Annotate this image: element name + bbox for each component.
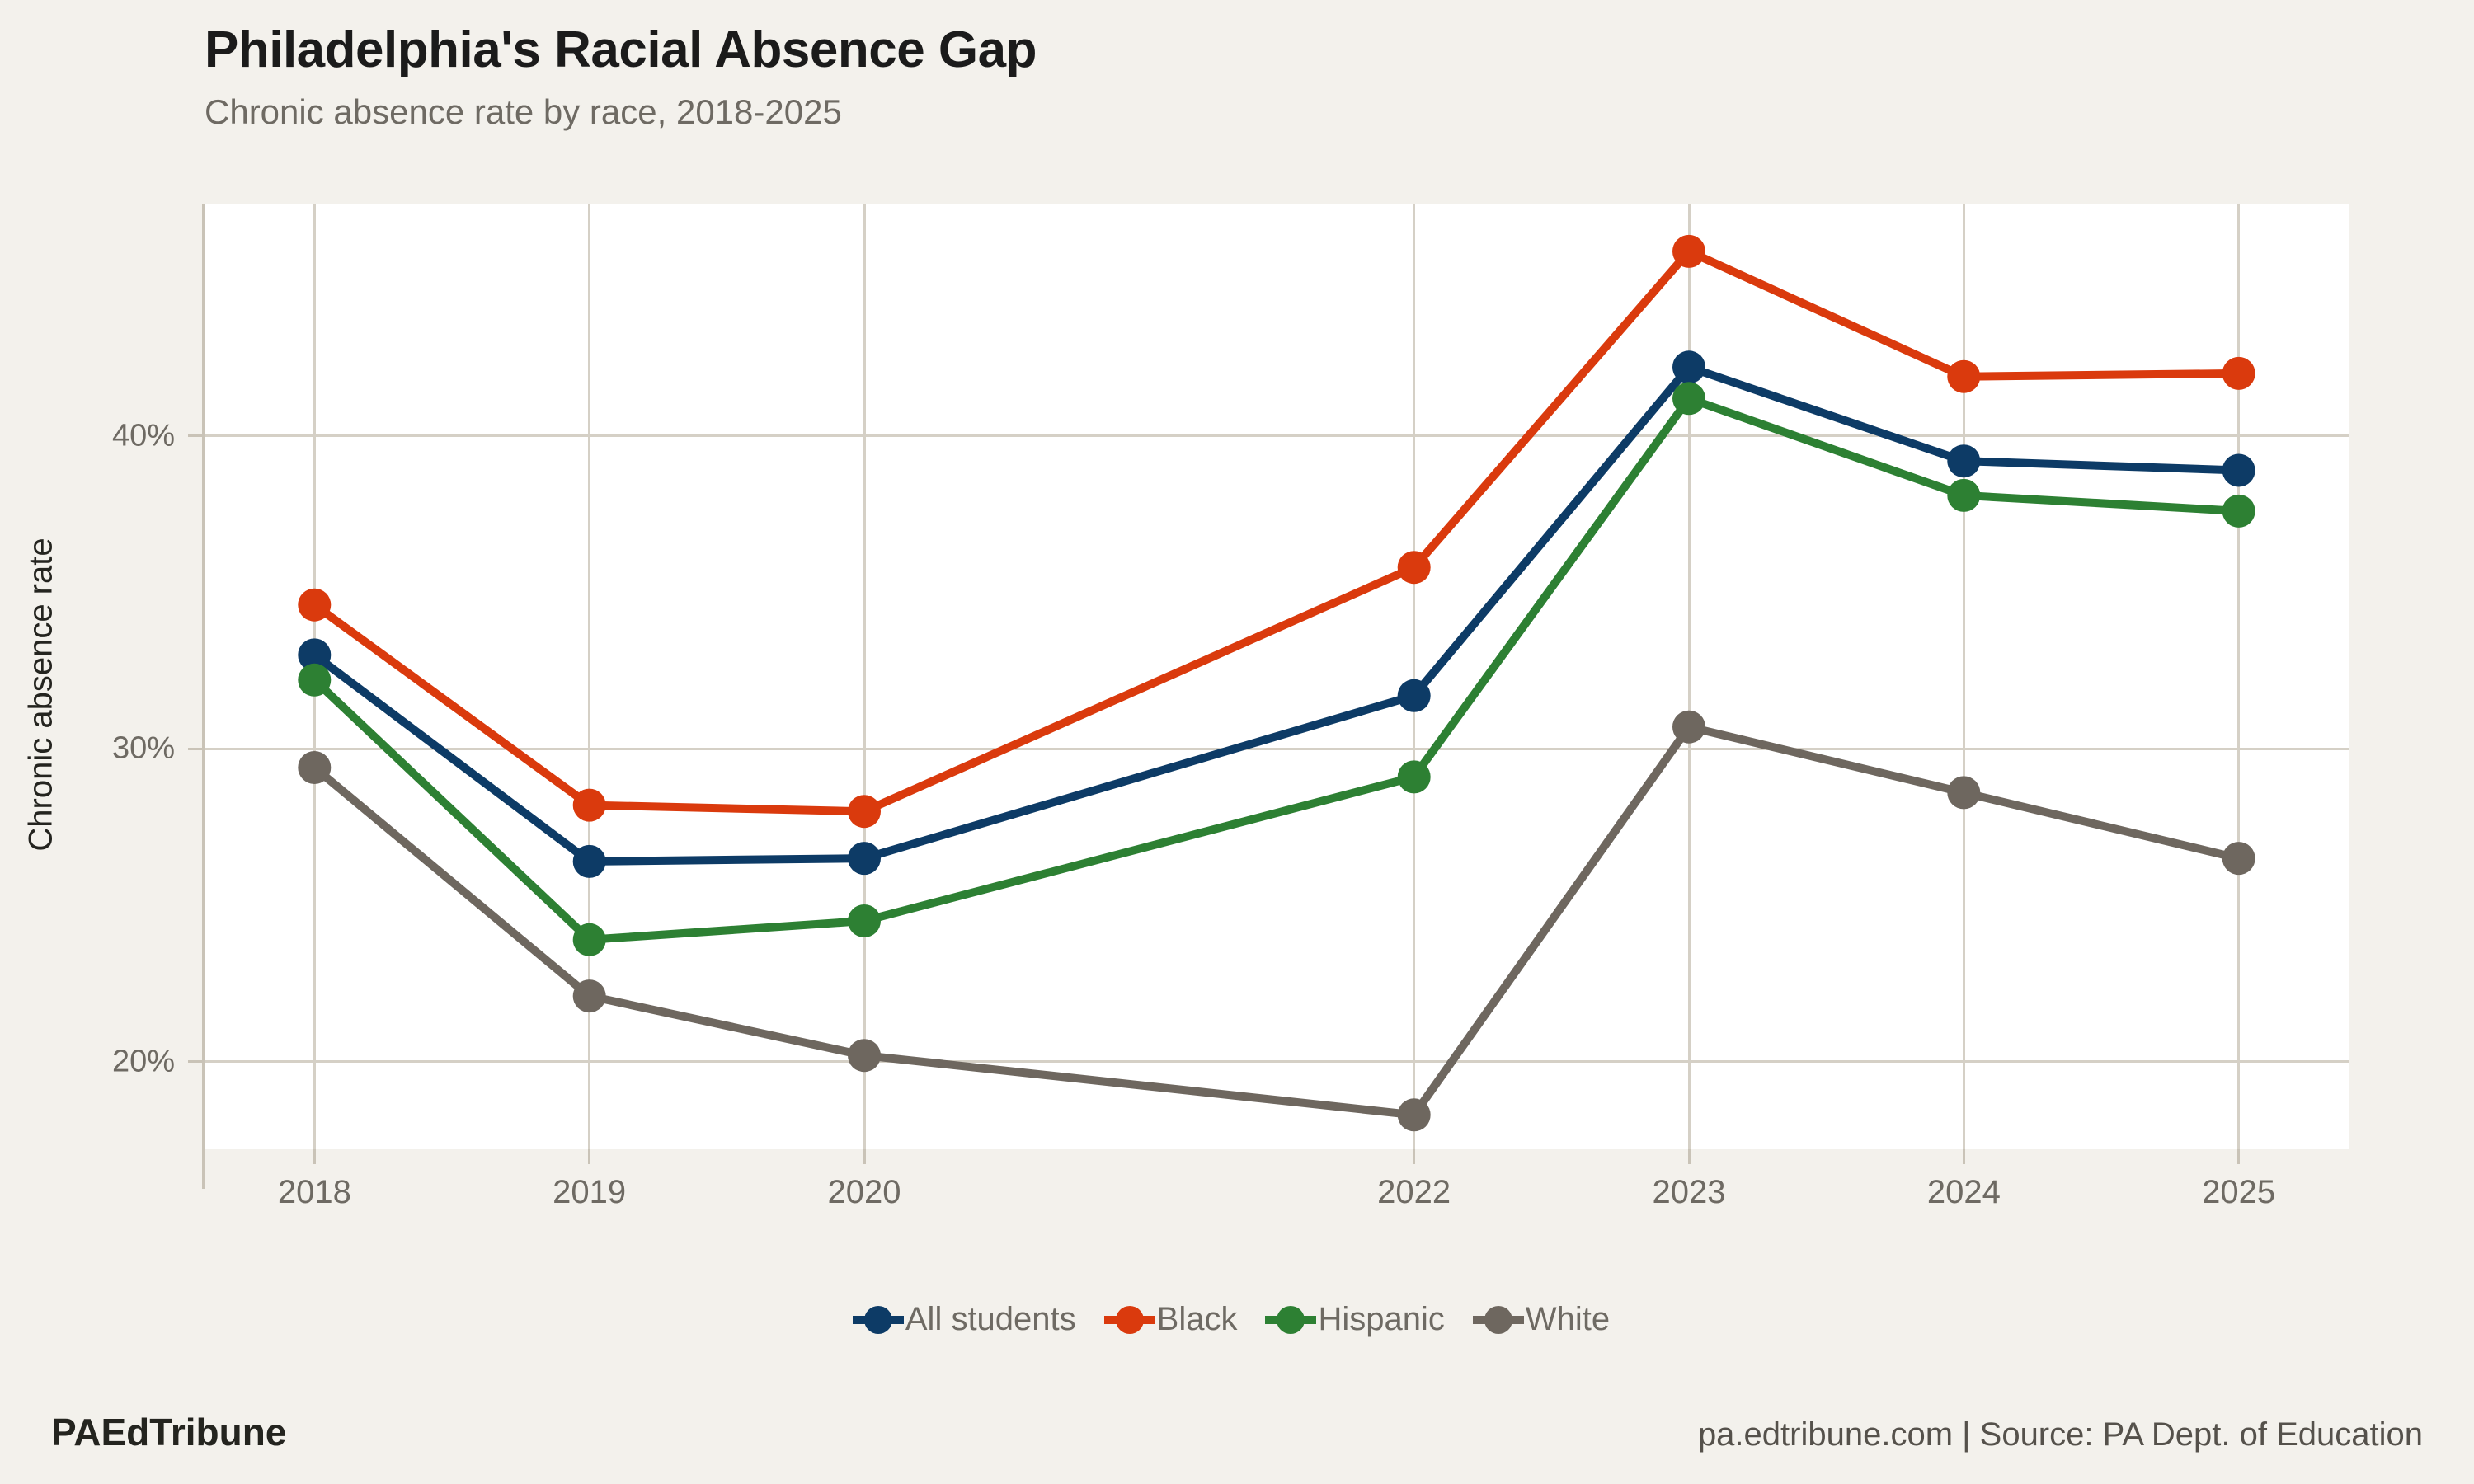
y-tick-label: 30%: [111, 730, 175, 766]
data-point[interactable]: [572, 923, 606, 956]
x-tick-mark: [313, 1149, 316, 1164]
page-title: Philadelphia's Racial Absence Gap: [205, 21, 1037, 78]
x-tick-mark: [2237, 1149, 2241, 1164]
data-point[interactable]: [1672, 234, 1705, 268]
data-point[interactable]: [298, 751, 332, 784]
gridline-horizontal: [205, 747, 2349, 750]
data-point[interactable]: [1947, 776, 1981, 810]
data-point[interactable]: [2222, 453, 2255, 487]
legend-item-white[interactable]: White: [1472, 1301, 1611, 1338]
brand-label: PAEdTribune: [51, 1411, 287, 1453]
x-tick-mark: [863, 1149, 866, 1164]
data-point[interactable]: [1672, 350, 1705, 384]
x-tick-mark: [588, 1149, 591, 1164]
data-point[interactable]: [1947, 478, 1981, 512]
data-point[interactable]: [1397, 679, 1431, 712]
series-line-black: [310, 247, 2243, 816]
x-tick-mark: [1687, 1149, 1691, 1164]
data-point[interactable]: [572, 788, 606, 822]
chart-footer: PAEdTribune pa.edtribune.com | Source: P…: [0, 1410, 2474, 1454]
legend-marker-icon: [852, 1305, 904, 1334]
legend-item-black[interactable]: Black: [1103, 1301, 1238, 1338]
data-point[interactable]: [2222, 356, 2255, 390]
data-point[interactable]: [572, 979, 606, 1013]
legend-item-all-students[interactable]: All students: [852, 1301, 1076, 1338]
legend-marker-icon: [1265, 1305, 1317, 1334]
x-tick-mark: [1413, 1149, 1416, 1164]
gridline-vertical: [863, 204, 866, 1149]
y-tick-mark: [188, 434, 205, 438]
data-point[interactable]: [1397, 1098, 1431, 1132]
chart-subtitle: Chronic absence rate by race, 2018-2025: [205, 92, 842, 132]
legend-item-hispanic[interactable]: Hispanic: [1265, 1301, 1445, 1338]
legend-label: Black: [1156, 1301, 1238, 1337]
gridline-horizontal: [205, 434, 2349, 438]
gridline-vertical: [588, 204, 591, 1149]
data-point[interactable]: [572, 844, 606, 878]
gridline-vertical: [1687, 204, 1691, 1149]
x-tick-label: 2018: [277, 1174, 351, 1210]
x-tick-mark: [1962, 1149, 1965, 1164]
data-point[interactable]: [298, 638, 332, 672]
source-label: pa.edtribune.com | Source: PA Dept. of E…: [1697, 1416, 2423, 1453]
data-point[interactable]: [1397, 760, 1431, 794]
gridline-vertical: [1413, 204, 1416, 1149]
x-tick-label: 2025: [2202, 1174, 2276, 1210]
data-point[interactable]: [1672, 710, 1705, 744]
y-tick-mark: [188, 1060, 205, 1064]
y-tick-mark: [188, 747, 205, 750]
x-tick-label: 2022: [1377, 1174, 1451, 1210]
data-point[interactable]: [1947, 359, 1981, 393]
x-tick-label: 2024: [1926, 1174, 2001, 1210]
x-tick-label: 2019: [553, 1174, 627, 1210]
data-point[interactable]: [848, 842, 881, 876]
y-axis-title: Chronic absence rate: [22, 538, 59, 852]
data-point[interactable]: [298, 588, 332, 622]
plot-area: [205, 204, 2349, 1149]
data-point[interactable]: [848, 1039, 881, 1073]
legend-label: White: [1525, 1301, 1611, 1337]
data-point[interactable]: [2222, 842, 2255, 876]
data-point[interactable]: [298, 663, 332, 697]
y-tick-label: 40%: [111, 418, 175, 453]
x-tick-label: 2020: [827, 1174, 901, 1210]
legend-marker-icon: [1103, 1305, 1155, 1334]
y-axis-line: [202, 204, 205, 1189]
legend-label: All students: [905, 1301, 1076, 1337]
chart-legend: All students Black Hispanic White: [0, 1301, 2474, 1338]
gridline-vertical: [1962, 204, 1965, 1149]
data-point[interactable]: [1947, 444, 1981, 478]
x-tick-label: 2023: [1652, 1174, 1726, 1210]
data-point[interactable]: [848, 795, 881, 829]
series-lines: [298, 234, 2255, 1132]
data-point[interactable]: [1672, 382, 1705, 416]
gridline-horizontal: [205, 1060, 2349, 1064]
chart-header: Philadelphia's Racial Absence Gap Chroni…: [205, 23, 2349, 131]
y-tick-label: 20%: [111, 1044, 175, 1079]
legend-label: Hispanic: [1318, 1301, 1445, 1337]
legend-marker-icon: [1472, 1305, 1524, 1334]
data-point[interactable]: [848, 904, 881, 937]
gridline-vertical: [2237, 204, 2241, 1149]
data-point[interactable]: [1397, 551, 1431, 585]
data-point[interactable]: [2222, 494, 2255, 528]
